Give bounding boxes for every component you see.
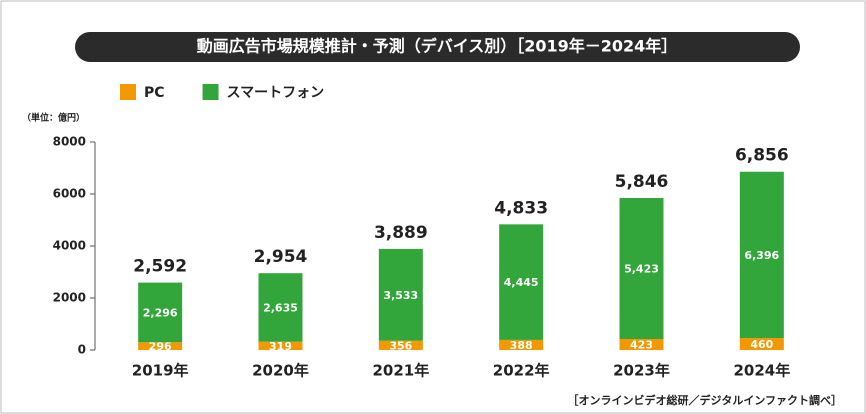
total-label: 4,833 — [494, 198, 548, 218]
bar-segment — [138, 282, 183, 343]
legend-swatch — [120, 84, 136, 100]
value-label: 356 — [389, 339, 412, 352]
value-label: 319 — [269, 340, 292, 353]
bar-segment — [258, 341, 303, 350]
legend-label: PC — [144, 85, 165, 101]
y-tick-label: 8000 — [53, 135, 86, 149]
x-tick-label: 2023年 — [613, 362, 670, 380]
x-tick-label: 2020年 — [252, 362, 309, 380]
value-label: 3,533 — [383, 289, 418, 302]
value-label: 2,635 — [263, 301, 298, 314]
bar-segment — [739, 171, 784, 339]
bar-segment — [258, 273, 303, 342]
bar-segment — [138, 342, 183, 350]
bar-segment — [378, 248, 423, 341]
bar-segment — [499, 224, 544, 340]
total-label: 3,889 — [374, 223, 428, 243]
value-label: 388 — [510, 339, 533, 352]
y-tick-label: 2000 — [53, 291, 86, 305]
x-tick-label: 2024年 — [733, 362, 790, 380]
unit-label: （単位：億円） — [22, 112, 85, 124]
total-label: 5,846 — [615, 172, 669, 192]
x-tick-label: 2019年 — [132, 362, 189, 380]
total-label: 2,592 — [133, 257, 187, 277]
x-tick-label: 2021年 — [372, 362, 429, 380]
bar-segment — [619, 198, 664, 340]
title-pill — [75, 32, 800, 62]
y-tick-label: 4000 — [53, 239, 86, 253]
bar-segment — [378, 340, 423, 350]
bar-segment — [619, 339, 664, 350]
chart-title: 動画広告市場規模推計・予測（デバイス別）［2019年－2024年］ — [197, 37, 678, 56]
legend-swatch — [202, 84, 219, 100]
legend-label: スマートフォン — [227, 85, 325, 101]
value-label: 4,445 — [504, 276, 539, 289]
total-label: 2,954 — [254, 247, 308, 267]
y-tick-label: 6000 — [53, 187, 86, 201]
bar-segment — [739, 338, 784, 350]
value-label: 423 — [630, 339, 653, 352]
value-label: 2,296 — [143, 306, 178, 319]
bar-segment — [499, 339, 544, 350]
value-label: 6,396 — [744, 249, 779, 262]
total-label: 6,856 — [735, 146, 789, 166]
y-tick-label: 0 — [78, 343, 86, 357]
x-tick-label: 2022年 — [493, 362, 550, 380]
value-label: 5,423 — [624, 263, 659, 276]
source: ［オンラインビデオ総研／デジタルインファクト調べ］ — [568, 393, 842, 407]
value-label: 296 — [149, 340, 172, 353]
value-label: 460 — [750, 338, 773, 351]
